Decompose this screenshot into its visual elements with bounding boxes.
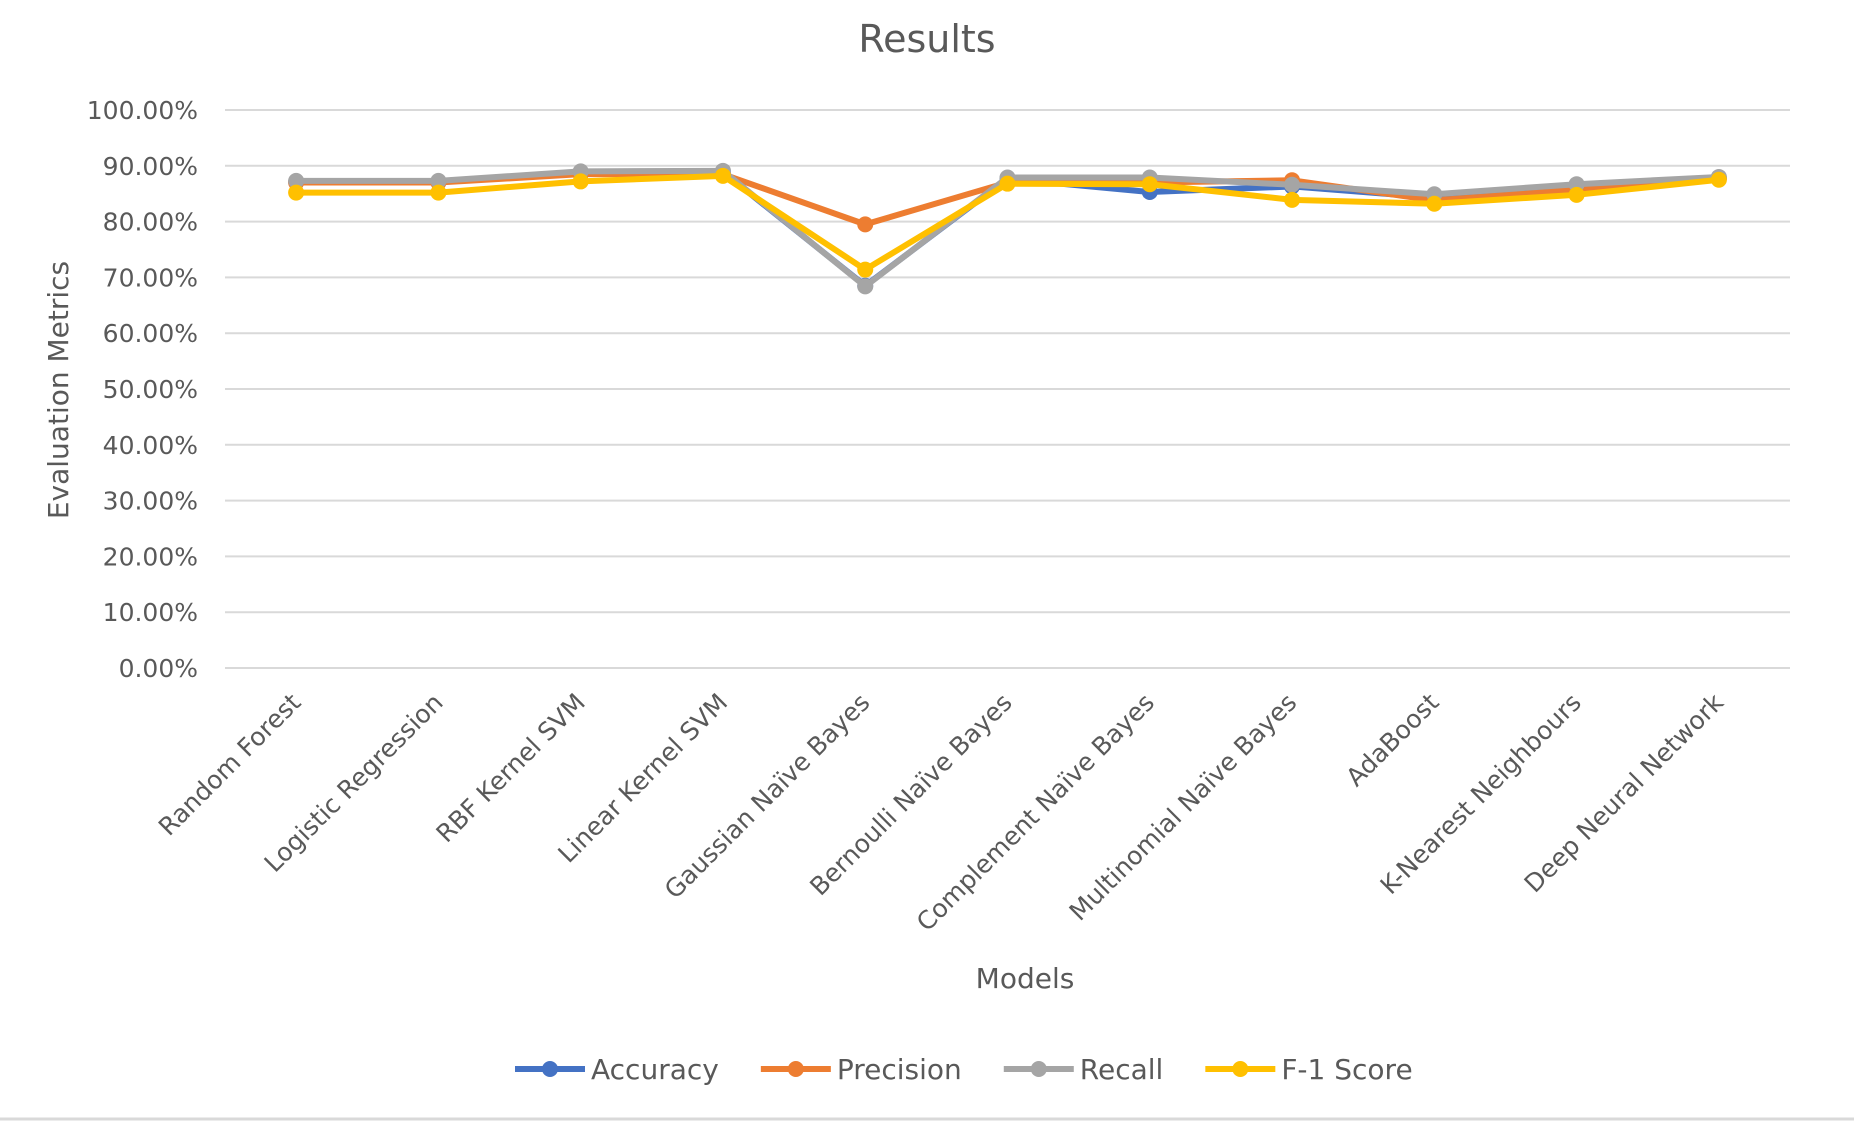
legend-item: F-1 Score xyxy=(1205,1053,1413,1086)
data-point xyxy=(1284,191,1301,208)
x-tick-label: Multinomial Naïve Bayes xyxy=(1064,688,1303,927)
y-tick-label: 90.00% xyxy=(103,152,198,181)
data-point xyxy=(1710,171,1727,188)
legend-label: Accuracy xyxy=(591,1053,719,1086)
legend-swatch-marker xyxy=(542,1061,558,1077)
data-point xyxy=(999,175,1016,192)
legend-item: Precision xyxy=(760,1053,962,1086)
data-point xyxy=(857,216,874,233)
data-point xyxy=(288,184,305,201)
y-tick-label: 0.00% xyxy=(119,654,198,683)
series-lines xyxy=(288,162,1727,295)
data-point xyxy=(430,184,447,201)
data-point xyxy=(572,173,589,190)
legend-label: F-1 Score xyxy=(1281,1053,1412,1086)
y-tick-label: 50.00% xyxy=(103,375,198,404)
y-tick-label: 100.00% xyxy=(87,96,198,125)
x-tick-label: RBF Kernel SVM xyxy=(430,688,590,848)
x-tick-label: Complement Naïve Bayes xyxy=(911,688,1160,937)
y-tick-label: 10.00% xyxy=(103,598,198,627)
y-axis-title: Evaluation Metrics xyxy=(42,261,75,519)
data-point xyxy=(857,278,874,295)
y-tick-label: 40.00% xyxy=(103,431,198,460)
y-tick-label: 60.00% xyxy=(103,319,198,348)
legend-item: Accuracy xyxy=(515,1053,719,1086)
data-point xyxy=(288,172,305,189)
data-point xyxy=(714,167,731,184)
y-axis-ticks: 0.00% 10.00% 20.00% 30.00% 40.00% 50.00% 60.00… xyxy=(87,96,198,683)
y-tick-label: 80.00% xyxy=(103,208,198,237)
data-point xyxy=(1568,186,1585,203)
x-tick-label: AdaBoost xyxy=(1340,688,1444,792)
y-tick-label: 70.00% xyxy=(103,263,198,292)
series-f-1-score xyxy=(288,167,1727,278)
data-point xyxy=(1141,176,1158,193)
legend-swatch-marker xyxy=(1232,1061,1249,1077)
y-tick-label: 20.00% xyxy=(103,542,198,571)
gridlines xyxy=(225,109,1790,669)
legend-item: Recall xyxy=(1003,1053,1164,1086)
legend-label: Precision xyxy=(837,1053,962,1086)
data-point xyxy=(1426,195,1443,212)
y-tick-label: 30.00% xyxy=(103,487,198,516)
legend-swatch-marker xyxy=(1030,1061,1047,1077)
legend: Accuracy Precision Recall F-1 Score xyxy=(515,1053,1413,1086)
x-tick-label: Random Forest xyxy=(153,688,307,842)
legend-swatch-marker xyxy=(787,1061,804,1077)
chart-title: Results xyxy=(858,17,995,61)
data-point xyxy=(430,172,447,189)
legend-label: Recall xyxy=(1080,1053,1164,1086)
data-point xyxy=(857,261,874,278)
x-axis-title: Models xyxy=(976,962,1075,995)
data-point xyxy=(1284,176,1301,193)
